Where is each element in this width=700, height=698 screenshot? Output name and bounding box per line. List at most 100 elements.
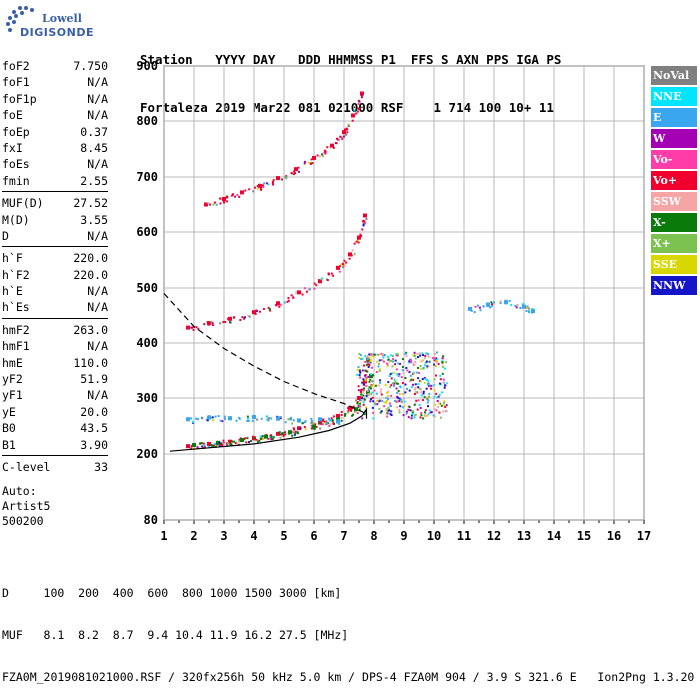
- x-tick-label: 1: [160, 529, 167, 543]
- echo-pixel: [346, 131, 349, 134]
- echo-pixel: [210, 443, 213, 446]
- echo-pixel: [219, 197, 222, 200]
- spread-echo: [427, 355, 430, 358]
- spread-echo: [413, 363, 416, 366]
- echo-pixel: [290, 172, 293, 175]
- spread-echo: [423, 411, 426, 414]
- echo-pixel: [361, 228, 364, 231]
- echo-pixel: [347, 123, 350, 126]
- trace-point: [318, 279, 322, 284]
- echo-pixel: [325, 422, 328, 425]
- echo-pixel: [360, 234, 363, 237]
- param-label: B0: [2, 421, 16, 436]
- echo-pixel: [247, 419, 250, 422]
- spread-echo: [424, 377, 427, 380]
- echo-pixel: [304, 420, 307, 423]
- echo-pixel: [243, 317, 246, 320]
- echo-pixel: [336, 137, 339, 140]
- spread-echo: [393, 378, 396, 381]
- y-tick-label: 700: [136, 170, 158, 184]
- echo-pixel: [270, 434, 273, 437]
- echo-pixel: [362, 401, 365, 404]
- spread-echo: [389, 386, 392, 389]
- param-row: h`E N/A: [2, 283, 108, 299]
- trace-point: [312, 155, 316, 160]
- spread-echo: [399, 386, 402, 389]
- echo-pixel: [311, 162, 314, 165]
- spread-echo: [426, 383, 429, 386]
- echo-pixel: [230, 194, 233, 197]
- spread-echo: [356, 402, 359, 405]
- spread-echo: [441, 391, 444, 394]
- spread-echo: [411, 411, 414, 414]
- spread-echo: [395, 387, 398, 390]
- spread-echo: [409, 359, 412, 362]
- spread-echo: [414, 357, 417, 360]
- x-tick-label: 5: [280, 529, 287, 543]
- trace-point: [336, 413, 340, 418]
- spread-echo: [398, 411, 401, 414]
- echo-pixel: [286, 300, 289, 303]
- spread-echo: [389, 373, 392, 376]
- echo-pixel: [355, 112, 358, 115]
- spread-echo: [387, 358, 390, 361]
- spread-echo: [414, 386, 417, 389]
- echo-pixel: [259, 435, 262, 438]
- param-separator: [2, 454, 108, 456]
- echo-pixel: [310, 424, 313, 427]
- spread-echo: [426, 401, 429, 404]
- spread-echo: [408, 406, 411, 409]
- spread-echo: [381, 358, 384, 361]
- spread-echo: [357, 389, 360, 392]
- spread-echo: [386, 362, 389, 365]
- spread-echo: [418, 387, 421, 390]
- param-row: foF2 7.750: [2, 58, 108, 74]
- echo-pixel: [357, 99, 360, 102]
- spread-echo: [412, 354, 415, 357]
- echo-pixel: [208, 445, 211, 448]
- echo-pixel: [266, 418, 269, 421]
- echo-pixel: [292, 431, 295, 434]
- spread-echo: [431, 356, 434, 359]
- spread-echo: [414, 402, 417, 405]
- param-label: foF1: [2, 75, 30, 90]
- x-tick-label: 4: [250, 529, 257, 543]
- echo-pixel: [341, 137, 344, 140]
- spread-echo: [418, 352, 421, 355]
- param-label: h`F2: [2, 267, 30, 282]
- spread-echo: [410, 414, 413, 417]
- param-value: N/A: [87, 157, 108, 172]
- echo-pixel: [357, 405, 360, 408]
- spread-echo: [396, 396, 399, 399]
- spread-echo: [397, 375, 400, 378]
- param-label: MUF(D): [2, 196, 44, 211]
- spread-echo: [362, 403, 365, 406]
- echo-pixel: [310, 419, 313, 422]
- param-label: M(D): [2, 212, 30, 227]
- spread-echo: [360, 358, 363, 361]
- echo-pixel: [368, 364, 371, 367]
- spread-echo: [376, 403, 379, 406]
- echo-pixel: [330, 272, 333, 275]
- y-tick-label: 200: [136, 447, 158, 461]
- spread-echo: [410, 378, 413, 381]
- echo-pixel: [366, 389, 369, 392]
- spread-echo: [396, 373, 399, 376]
- echo-pixel: [332, 422, 335, 425]
- spread-echo: [420, 412, 423, 415]
- echo-pixel: [474, 305, 477, 308]
- echo-pixel: [256, 418, 259, 421]
- param-value: 220.0: [73, 267, 108, 282]
- y-tick-label: 800: [136, 114, 158, 128]
- echo-pixel: [190, 447, 193, 450]
- echo-pixel: [315, 284, 318, 287]
- spread-echo: [365, 376, 368, 379]
- spread-echo: [439, 378, 442, 381]
- echo-pixel: [253, 437, 256, 440]
- logo-line2: DIGISONDE: [20, 26, 94, 39]
- spread-echo: [390, 413, 393, 416]
- echo-pixel: [261, 435, 264, 438]
- echo-pixel: [247, 441, 250, 444]
- echo-pixel: [340, 410, 343, 413]
- spread-echo: [388, 375, 391, 378]
